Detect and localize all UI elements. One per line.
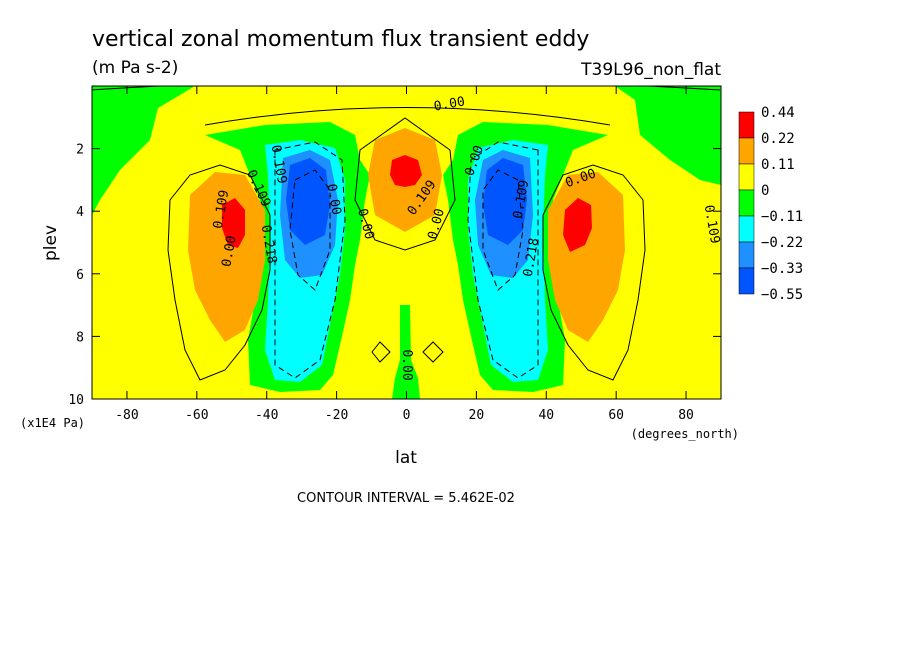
legend-label: −0.55 (761, 287, 803, 303)
x-tick-label: -60 (185, 408, 208, 423)
red-region-left (222, 198, 245, 248)
contour-label: 0.218 (258, 224, 280, 265)
contour-label: 0.00 (399, 349, 414, 380)
contour-label: 0.109 (268, 144, 290, 185)
legend-label: −0.33 (761, 261, 803, 277)
contour-label: 0.109 (511, 179, 533, 220)
x-tick-label: 80 (678, 408, 694, 423)
legend-label: 0.44 (761, 105, 795, 121)
y-axis: 2 4 6 8 10 (68, 143, 721, 408)
contour-interval: CONTOUR INTERVAL = 5.462E-02 (297, 491, 515, 506)
legend-swatch (738, 163, 755, 191)
legend-swatch (738, 137, 755, 165)
legend-swatch (738, 215, 755, 243)
x-tick-label: 0 (403, 408, 411, 423)
contour-label: 0.00 (219, 235, 239, 268)
contour-line (289, 169, 331, 291)
y-tick-label: 10 (68, 393, 84, 408)
x-tick-label: -80 (115, 408, 138, 423)
x-tick-label: -20 (325, 408, 348, 423)
x-tick-label: -40 (255, 408, 278, 423)
chart-title: vertical zonal momentum flux transient e… (92, 27, 589, 52)
green-region-equator (392, 305, 420, 399)
contour-line (482, 169, 524, 291)
y-tick-label: 4 (76, 205, 84, 220)
x-units-label: (degrees_north) (631, 427, 739, 441)
legend-label: 0 (761, 183, 769, 199)
legend-swatch (738, 189, 755, 217)
darkblue-region-left (286, 158, 330, 245)
contour-line (274, 141, 346, 379)
y-axis-title: plev (41, 225, 61, 261)
y-tick-label: 6 (76, 268, 84, 283)
y-units-label: (x1E4 Pa) (20, 416, 85, 430)
y-tick-label: 2 (76, 143, 84, 158)
contour-line (354, 117, 456, 251)
chart-units: (m Pa s-2) (92, 58, 178, 78)
contour-line (467, 141, 539, 379)
y-tick-label: 8 (76, 330, 84, 345)
darkblue-region-right (483, 158, 527, 245)
x-tick-label: 60 (608, 408, 624, 423)
contour-line (371, 341, 391, 363)
contour-label: 0.109 (701, 204, 723, 245)
contour-label: 0.00 (433, 94, 466, 114)
legend-label: 0.22 (761, 131, 795, 147)
x-axis: -80 -60 -40 -20 0 20 40 60 80 (115, 86, 694, 423)
green-region-ne (615, 86, 721, 185)
legend-swatch (738, 241, 755, 269)
legend-swatch (738, 111, 755, 139)
contour-line (422, 341, 444, 363)
legend-label: −0.22 (761, 235, 803, 251)
red-region-center (390, 155, 422, 187)
legend-label: 0.11 (761, 157, 795, 173)
contour-label: 0.218 (521, 237, 543, 278)
legend: 0.44 0.22 0.11 0 −0.11 −0.22 −0.33 −0.55 (738, 105, 803, 303)
x-tick-label: 20 (469, 408, 485, 423)
green-region-nw (92, 86, 195, 215)
contour-line (204, 107, 611, 126)
contour-label: 0.109 (211, 189, 233, 230)
orange-region-left (188, 172, 265, 342)
x-axis-title: lat (395, 448, 417, 468)
legend-swatch (738, 267, 755, 295)
contour-line (542, 164, 646, 381)
legend-label: −0.11 (761, 209, 803, 225)
x-tick-label: 40 (538, 408, 554, 423)
experiment-label: T39L96_non_flat (580, 60, 721, 80)
plot-area (92, 86, 721, 399)
red-region-right (563, 198, 592, 252)
contour-line (167, 164, 271, 381)
contour-label: 0.00 (323, 183, 343, 216)
